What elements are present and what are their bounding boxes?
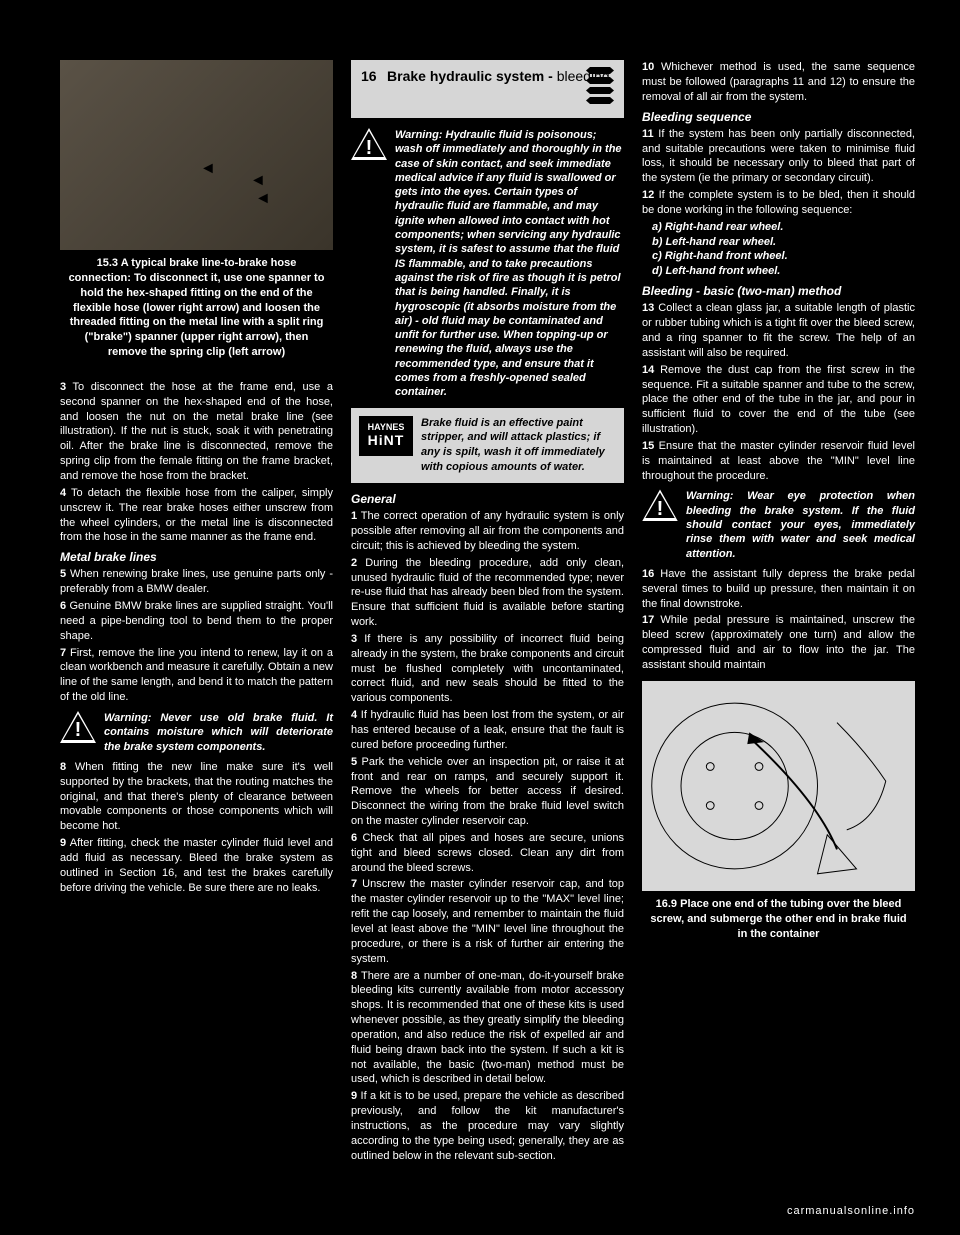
warning-old-fluid: ! Warning: Never use old brake fluid. It…: [60, 711, 333, 754]
para: 1 The correct operation of any hydraulic…: [351, 509, 624, 554]
para: 10 Whichever method is used, the same se…: [642, 60, 915, 105]
para: 5 When renewing brake lines, use genuine…: [60, 567, 333, 597]
warning-hydraulic: ! Warning: Hydraulic fluid is poisonous;…: [351, 128, 624, 400]
difficulty-icon: [584, 66, 616, 105]
subhead-basic-method: Bleeding - basic (two-man) method: [642, 283, 915, 299]
figure-16-9-caption: 16.9 Place one end of the tubing over th…: [642, 891, 915, 950]
para: 15 Ensure that the master cylinder reser…: [642, 439, 915, 484]
para: 9 If a kit is to be used, prepare the ve…: [351, 1089, 624, 1163]
warning-text: Warning: Never use old brake fluid. It c…: [104, 711, 333, 754]
warning-text: Warning: Hydraulic fluid is poisonous; w…: [395, 128, 624, 400]
para: 14 Remove the dust cap from the first sc…: [642, 363, 915, 437]
para: 9 After fitting, check the master cylind…: [60, 836, 333, 895]
para: 12 If the complete system is to be bled,…: [642, 188, 915, 218]
para: 7 Unscrew the master cylinder reservoir …: [351, 877, 624, 966]
para: 4 To detach the flexible hose from the c…: [60, 486, 333, 545]
sequence-list: a) Right-hand rear wheel. b) Left-hand r…: [652, 220, 915, 279]
para: 11 If the system has been only partially…: [642, 127, 915, 186]
para: 8 When fitting the new line make sure it…: [60, 760, 333, 834]
section-number: 16: [361, 68, 377, 84]
subhead-metal-lines: Metal brake lines: [60, 549, 333, 565]
para: 4 If hydraulic fluid has been lost from …: [351, 708, 624, 753]
figure-15-3-image: ◄ ◄ ◄: [60, 60, 333, 250]
section-16-header: 16 Brake hydraulic system - bleeding: [351, 60, 624, 118]
figure-16-9: 16.9 Place one end of the tubing over th…: [642, 681, 915, 950]
figure-16-9-image: [642, 681, 915, 891]
para: 8 There are a number of one-man, do-it-y…: [351, 969, 624, 1088]
para: 5 Park the vehicle over an inspection pi…: [351, 755, 624, 829]
para: 2 During the bleeding procedure, add onl…: [351, 556, 624, 630]
figure-15-3-caption: 15.3 A typical brake line-to-brake hose …: [60, 250, 333, 368]
para: 17 While pedal pressure is maintained, u…: [642, 613, 915, 672]
section-title: Brake hydraulic system: [387, 68, 544, 84]
para: 16 Have the assistant fully depress the …: [642, 567, 915, 612]
subhead-general: General: [351, 491, 624, 507]
para: 6 Genuine BMW brake lines are supplied s…: [60, 599, 333, 644]
warning-icon: !: [642, 489, 678, 521]
figure-15-3: ◄ ◄ ◄ 15.3 A typical brake line-to-brake…: [60, 60, 333, 368]
warning-icon: !: [60, 711, 96, 743]
list-item: d) Left-hand front wheel.: [652, 264, 915, 279]
para: 13 Collect a clean glass jar, a suitable…: [642, 301, 915, 360]
hint-badge: HAYNES HiNT: [359, 416, 413, 456]
subhead-bleeding-sequence: Bleeding sequence: [642, 109, 915, 125]
para: 3 If there is any possibility of incorre…: [351, 632, 624, 706]
warning-eye-protection: ! Warning: Wear eye protection when blee…: [642, 489, 915, 560]
warning-text: Warning: Wear eye protection when bleedi…: [686, 489, 915, 560]
para: 6 Check that all pipes and hoses are sec…: [351, 831, 624, 876]
hint-text: Brake fluid is an effective paint stripp…: [421, 416, 616, 475]
warning-icon: !: [351, 128, 387, 160]
haynes-hint: HAYNES HiNT Brake fluid is an effective …: [351, 408, 624, 483]
list-item: c) Right-hand front wheel.: [652, 249, 915, 264]
list-item: b) Left-hand rear wheel.: [652, 235, 915, 250]
para: 3 To disconnect the hose at the frame en…: [60, 380, 333, 484]
list-item: a) Right-hand rear wheel.: [652, 220, 915, 235]
para: 7 First, remove the line you intend to r…: [60, 646, 333, 705]
footer-watermark: carmanualsonline.info: [787, 1205, 915, 1217]
